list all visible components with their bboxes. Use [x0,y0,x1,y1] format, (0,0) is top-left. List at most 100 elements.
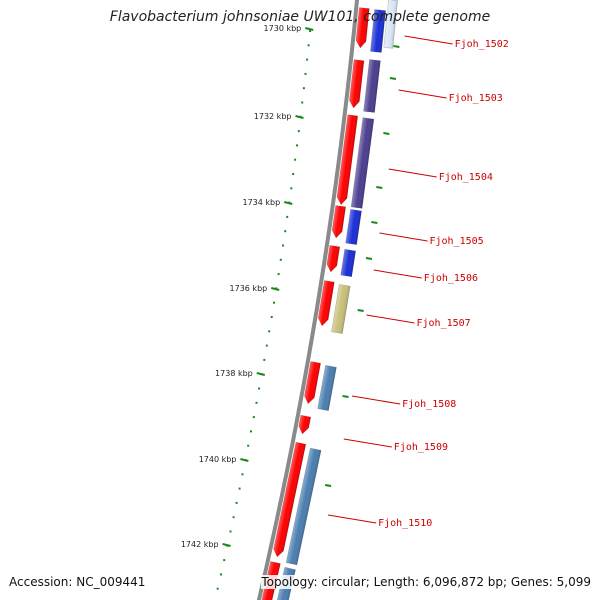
ruler-dot [255,401,258,404]
cds-block [298,414,312,435]
gene-block [350,117,375,209]
ruler-dot [270,316,273,318]
ruler-dot [235,501,238,504]
gene-label: Fjoh_1502 [455,39,509,50]
ruler-dot [292,173,295,175]
ruler-tick-label: 1732 kbp [254,112,292,121]
ruler: 1730 kbp 1732 kbp 1734 kbp 1736 kbp 1738 kbp… [181,24,314,590]
ruler-dot [216,587,219,590]
ruler-tick-label: 1734 kbp [243,198,281,207]
gene-block [370,9,386,53]
ruler-tick [295,115,304,119]
ruler-dot [286,215,289,218]
ruler-dot [304,72,307,75]
ruler-dot [232,516,235,519]
ruler-tick [222,543,231,547]
cds-block [336,114,359,206]
ruler-dot [309,30,312,32]
ruler-dot [247,444,250,447]
gene-label: Fjoh_1507 [417,318,471,329]
genome-summary: Topology: circular; Length: 6,096,872 bp… [261,575,591,589]
feature-tick [365,257,373,260]
gene-label-leader [328,514,377,524]
gene-label-leader [404,35,453,45]
ruler-dot [250,430,252,433]
gene-label-leader [366,314,415,324]
ruler-dot [229,530,232,533]
ruler-tick [256,372,265,376]
gene-label: Fjoh_1503 [449,93,503,104]
gene-label: Fjoh_1506 [424,273,478,284]
ruler-dot [258,387,261,390]
feature-tick [376,186,383,189]
ruler-dot [252,416,255,419]
feature-tick [393,45,400,48]
gene-label-leader [379,232,428,242]
ruler-dot [302,87,305,90]
feature-tick [371,221,378,224]
gene-block [363,59,381,113]
ruler-dot [307,44,310,47]
cds-block [349,59,365,109]
feature-tick [357,309,364,312]
ruler-dot [301,101,304,104]
ruler-dot [277,273,280,276]
feature-tick [389,77,397,80]
gene-block [345,209,362,245]
ruler-dot [220,573,222,576]
ruler-tick [240,458,249,462]
gene-label: Fjoh_1508 [402,399,456,410]
ruler-dot [306,58,309,61]
cds-block [326,245,341,273]
cds-block [317,280,335,327]
feature-tick [383,132,390,135]
feature-tracks [260,0,400,600]
cds-block [331,205,346,239]
ruler-dot [241,473,244,476]
ruler-dot [263,358,266,361]
gene-label-leader [373,269,422,279]
genome-backbone [256,0,360,600]
ruler-dot [238,487,241,490]
ruler-dot [279,258,282,261]
gene-block [331,284,351,334]
gene-label: Fjoh_1504 [439,172,493,183]
gene-label-leader [388,168,437,178]
gene-block [340,248,356,278]
gene-block [285,447,322,566]
ruler-tick-label: 1738 kbp [215,369,253,378]
ruler-dot [265,344,268,347]
ruler-dot [273,301,275,304]
ruler-dot [284,230,287,233]
feature-tick [324,484,332,487]
ruler-dot [282,244,284,247]
cds-block [273,441,307,558]
ruler-tick [305,27,314,31]
ruler-dot [297,130,300,133]
ruler-dot [268,330,271,333]
map-title: Flavobacterium johnsoniae UW101, complet… [109,9,491,25]
gene-label-leader [352,395,401,405]
feature-tick [342,395,349,398]
accession: Accession: NC_009441 [9,575,146,589]
cds-block [304,361,321,405]
cds-block [355,7,370,49]
gene-block [383,0,398,49]
gene-labels: Fjoh_1502 Fjoh_1503 Fjoh_1504 Fjoh_1505 Fjoh… [328,35,509,529]
gene-block [317,365,337,411]
ruler-dot [294,158,297,161]
ruler-tick [283,201,293,205]
ruler-tick-label: 1736 kbp [230,284,268,293]
ruler-tick-label: 1740 kbp [199,455,237,464]
ruler-dot [290,187,293,190]
ruler-tick-label: 1730 kbp [264,24,302,33]
gene-label: Fjoh_1510 [378,518,432,529]
ruler-tick [271,287,280,291]
ruler-dot [296,144,298,147]
gene-label: Fjoh_1509 [394,442,448,453]
ruler-tick-label: 1742 kbp [181,540,219,549]
gene-label-leader [398,89,447,99]
gene-label: Fjoh_1505 [430,236,484,247]
ruler-dot [223,559,226,562]
